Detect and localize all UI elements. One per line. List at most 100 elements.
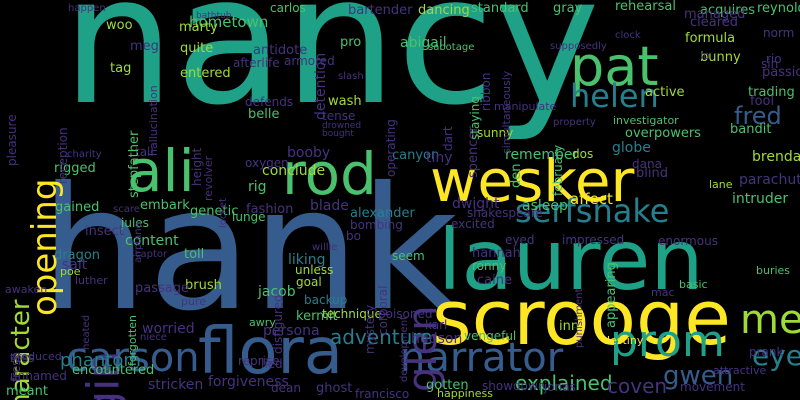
word-79: basic xyxy=(679,278,708,291)
word-101: attractive xyxy=(713,364,767,377)
word-155: clock xyxy=(615,30,641,41)
word-178: bo xyxy=(346,229,361,243)
word-30: stricken xyxy=(148,377,204,393)
word-132: sin xyxy=(761,57,779,71)
word-93: karl xyxy=(425,318,448,332)
word-156: lo xyxy=(700,49,710,62)
word-41: kermit xyxy=(296,309,338,324)
word-47: jules xyxy=(121,216,149,230)
word-60: conclude xyxy=(262,163,326,179)
word-70: dana xyxy=(632,157,662,171)
word-173: captor xyxy=(135,249,168,260)
word-62: booby xyxy=(287,145,331,161)
word-158: active xyxy=(645,85,685,100)
word-163: happen xyxy=(68,3,106,14)
word-55: genetic xyxy=(190,204,239,219)
word-77: intruder xyxy=(732,191,789,207)
word-59: rig xyxy=(248,179,267,195)
word-38: brush xyxy=(185,278,222,293)
word-71: blind xyxy=(636,166,668,181)
word-31: encountered xyxy=(72,363,155,378)
word-78: buries xyxy=(756,264,791,277)
word-153: sabotage xyxy=(428,42,475,53)
word-103: prank xyxy=(749,345,784,359)
word-118: carlos xyxy=(270,1,306,15)
word-84: shakespeare xyxy=(467,206,543,220)
word-54: embark xyxy=(140,198,190,213)
word-146: pro xyxy=(340,35,362,50)
word-7: ali xyxy=(127,137,195,205)
word-157: sunny xyxy=(477,126,514,140)
word-72: globe xyxy=(612,140,651,156)
word-107: dean xyxy=(271,381,301,395)
word-193: manipulate xyxy=(494,100,557,113)
word-33: unnamed xyxy=(10,369,67,383)
word-92: inn xyxy=(559,319,580,334)
word-83: dwight xyxy=(452,196,500,212)
word-85: excited xyxy=(451,217,495,231)
word-117: hometown xyxy=(189,13,269,31)
word-151: drowned xyxy=(322,121,362,131)
word-0: nancy xyxy=(62,0,600,144)
word-165: hallucination xyxy=(147,85,160,156)
word-29: forgiveness xyxy=(208,374,289,390)
word-109: reprise xyxy=(238,354,280,368)
word-124: acquires xyxy=(700,3,756,18)
word-182: poisoned xyxy=(378,307,433,321)
word-8: pat xyxy=(570,35,659,98)
word-53: rigged xyxy=(54,161,96,176)
word-44: unless xyxy=(295,263,334,277)
word-128: formula xyxy=(685,31,736,46)
word-102: destiny xyxy=(603,334,644,347)
word-68: remember xyxy=(505,147,579,163)
word-43: liking xyxy=(288,252,326,268)
word-191: staying xyxy=(468,96,482,140)
word-66: canyon xyxy=(392,148,440,163)
word-169: locket xyxy=(218,198,229,228)
word-159: investigator xyxy=(613,114,679,127)
word-49: salt xyxy=(62,257,88,273)
word-25: coven xyxy=(607,374,668,398)
word-61: oxygen xyxy=(245,156,289,170)
word-184: punishment xyxy=(574,288,585,348)
word-12: helen xyxy=(570,77,659,115)
word-115: luther xyxy=(75,274,108,287)
word-108: ghost xyxy=(316,381,353,396)
word-138: tag xyxy=(110,61,132,76)
word-22: fred xyxy=(734,102,782,130)
word-57: blade xyxy=(310,198,349,214)
word-196: slash xyxy=(338,71,364,82)
word-195: dart xyxy=(441,126,455,151)
word-112: pure xyxy=(181,295,207,308)
word-76: parachute xyxy=(739,172,800,188)
word-105: technique xyxy=(322,307,382,321)
word-160: property xyxy=(553,117,596,128)
word-139: quite xyxy=(180,41,214,56)
word-48: toll xyxy=(184,247,205,262)
word-114: niece xyxy=(140,332,167,343)
word-51: insect xyxy=(85,224,124,239)
word-2: lauren xyxy=(438,211,704,309)
word-6: rod xyxy=(282,140,377,208)
word-176: disfigured xyxy=(271,294,285,354)
word-11: prom xyxy=(610,316,725,367)
word-10: carson xyxy=(66,335,200,381)
word-186: mac xyxy=(651,286,675,299)
word-168: revolver xyxy=(202,155,215,201)
word-67: tiny xyxy=(426,150,453,166)
word-94: vengeful xyxy=(464,329,517,343)
word-50: dragon xyxy=(54,248,101,263)
word-39: jacob xyxy=(258,284,296,300)
word-161: pleasure xyxy=(5,114,19,166)
word-95: gotten xyxy=(426,378,469,393)
word-87: impressed xyxy=(562,233,625,247)
word-121: standard xyxy=(471,1,529,16)
word-100: movement xyxy=(680,380,745,394)
word-134: trading xyxy=(748,85,795,100)
word-125: reynolds xyxy=(757,1,800,16)
word-69: dos xyxy=(572,147,594,161)
word-133: passion xyxy=(762,65,800,80)
word-187: february xyxy=(551,144,565,196)
word-88: enormous xyxy=(658,234,718,248)
